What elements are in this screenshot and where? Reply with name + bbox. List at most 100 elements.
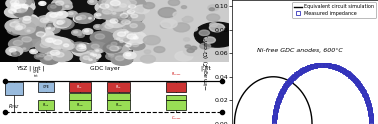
Circle shape [120,4,126,7]
FancyBboxPatch shape [107,93,130,100]
Circle shape [116,15,131,23]
Circle shape [11,3,17,6]
Circle shape [11,21,36,34]
Circle shape [84,30,89,32]
Circle shape [9,38,32,51]
Circle shape [36,16,58,27]
Text: $R_{int}$: $R_{int}$ [42,102,50,109]
Circle shape [45,56,52,60]
Circle shape [40,42,50,48]
Circle shape [47,52,55,56]
Circle shape [175,51,193,61]
Circle shape [116,38,120,40]
Circle shape [44,56,51,60]
Circle shape [13,22,21,27]
Circle shape [113,30,134,41]
Bar [133,0,229,62]
Circle shape [74,31,78,33]
Circle shape [56,52,60,54]
Circle shape [47,24,54,28]
Circle shape [20,25,45,38]
Text: YSZ | int |: YSZ | int | [16,66,44,71]
Circle shape [32,29,54,41]
Circle shape [110,0,120,6]
Circle shape [53,39,74,51]
Circle shape [11,3,28,12]
Circle shape [189,26,198,31]
Circle shape [120,14,128,18]
Circle shape [19,3,35,11]
Circle shape [37,53,49,60]
Circle shape [74,44,81,48]
Circle shape [120,40,124,42]
Circle shape [95,34,105,39]
Circle shape [89,59,92,61]
Circle shape [210,23,217,27]
Bar [0,0,229,62]
Legend: Equivalent circuit simulation, Measured impedance: Equivalent circuit simulation, Measured … [293,2,376,18]
Circle shape [51,5,56,8]
Circle shape [94,12,105,18]
Circle shape [105,0,130,11]
Circle shape [108,41,123,49]
Bar [0,0,18,62]
Circle shape [23,16,31,20]
Circle shape [51,50,73,62]
Circle shape [9,48,16,52]
Text: CPE: CPE [42,85,49,89]
Circle shape [39,1,46,5]
Circle shape [102,9,112,14]
Circle shape [40,2,43,4]
Circle shape [17,9,25,13]
Circle shape [11,31,19,35]
Circle shape [108,54,114,57]
Circle shape [200,43,211,49]
Circle shape [34,54,43,59]
FancyBboxPatch shape [69,93,91,100]
Circle shape [187,49,194,52]
Circle shape [122,31,147,44]
Circle shape [83,56,89,59]
Circle shape [118,20,131,27]
Circle shape [48,38,56,43]
Circle shape [15,26,22,30]
Circle shape [8,1,23,10]
Circle shape [73,15,87,23]
Circle shape [127,10,135,14]
Circle shape [15,0,25,6]
Circle shape [54,19,70,28]
Circle shape [22,37,31,42]
Circle shape [120,22,125,24]
Circle shape [11,19,24,26]
Circle shape [133,8,138,11]
Circle shape [125,31,128,33]
Circle shape [125,21,130,24]
Circle shape [21,47,29,51]
Circle shape [51,0,72,10]
Circle shape [70,42,88,52]
Circle shape [111,11,119,16]
Circle shape [130,24,137,28]
Circle shape [27,30,30,32]
Circle shape [207,14,220,21]
Circle shape [126,22,145,32]
Circle shape [61,48,71,53]
Circle shape [110,46,119,51]
Circle shape [181,6,187,9]
Circle shape [131,7,143,13]
Circle shape [96,14,101,16]
Circle shape [59,21,67,25]
Circle shape [64,44,69,47]
Circle shape [115,56,124,61]
Circle shape [115,37,124,42]
Circle shape [16,24,26,29]
Circle shape [17,0,25,3]
Circle shape [23,19,26,21]
FancyBboxPatch shape [5,82,23,95]
Circle shape [125,3,143,12]
Circle shape [22,9,26,12]
Circle shape [124,38,129,41]
Circle shape [118,32,126,36]
Circle shape [77,44,86,49]
Circle shape [185,45,191,48]
